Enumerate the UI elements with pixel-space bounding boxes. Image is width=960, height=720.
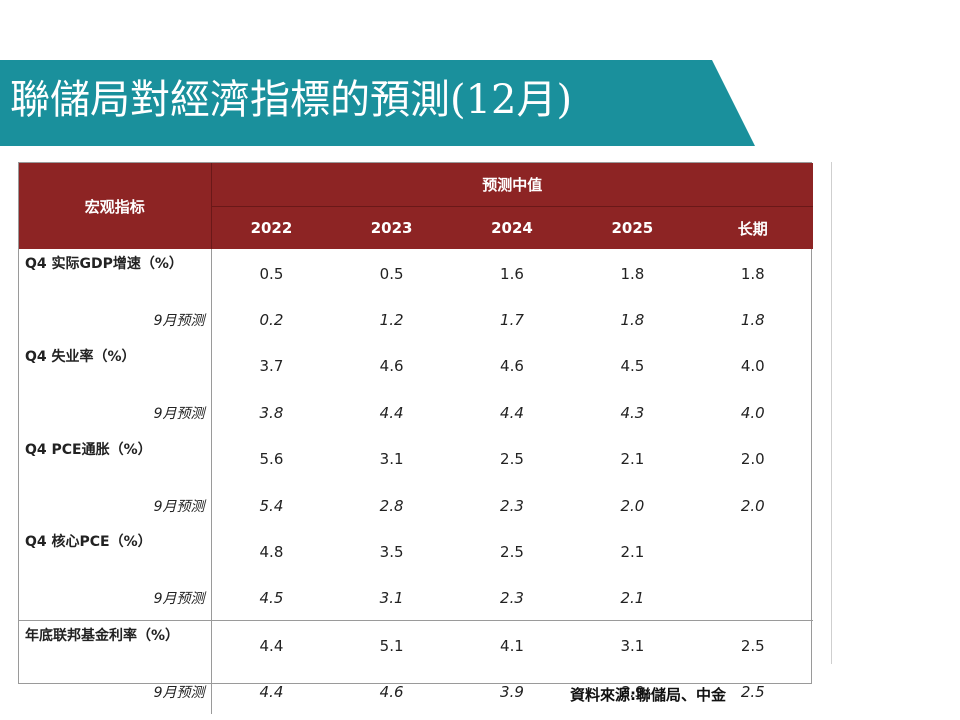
row-label: Q4 失业率（%） [19, 341, 212, 392]
header-year: 2024 [451, 206, 573, 249]
row-label: 年底联邦基金利率（%） [19, 620, 212, 671]
table-cell: 1.7 [500, 311, 524, 330]
table-cell: 2.5 [740, 683, 765, 702]
row-sublabel: 9月预测 [19, 391, 212, 435]
table-cell: 5.1 [331, 620, 452, 671]
table-cell: 2.0 [740, 496, 765, 515]
header-forecast-median: 预测中值 [211, 163, 813, 207]
table-cell: 2.0 [740, 450, 765, 469]
table-cell: 1.6 [500, 264, 524, 283]
table-cell: 2.9 [620, 683, 645, 702]
table-cell: 2.5 [500, 450, 524, 469]
table-cell: 4.4 [259, 683, 284, 702]
table-row-previous: 9月预测 4.5 3.1 2.3 2.1 [19, 576, 813, 621]
row-sublabel: 9月预测 [19, 298, 212, 342]
table-cell: 2.3 [500, 589, 524, 608]
table-cell: 4.5 [259, 589, 284, 608]
header-year: 长期 [692, 206, 813, 249]
table-cell: 1.8 [620, 311, 645, 330]
header-year: 2023 [331, 206, 452, 249]
table-cell: 4.0 [740, 357, 765, 376]
table-cell: 3.7 [259, 357, 284, 376]
table-cell: 1.2 [379, 311, 404, 330]
source-note: 資料來源:聯儲局、中金 [570, 686, 726, 704]
table-cell: 4.4 [379, 403, 404, 422]
table-cell: 2.0 [620, 496, 645, 515]
table-cell: 3.1 [379, 589, 404, 608]
table-cell: 0.2 [259, 311, 284, 330]
table-cell: 4.6 [379, 357, 404, 376]
table-cell: 2.1 [620, 543, 645, 562]
row-label: Q4 实际GDP增速（%） [19, 249, 212, 299]
row-sublabel: 9月预测 [19, 576, 212, 621]
table-cell: 2.3 [500, 496, 524, 515]
table-cell: 4.1 [451, 620, 573, 671]
forecast-table-container: 宏观指标 预测中值 2022 2023 2024 2025 长期 Q4 实际GD… [18, 162, 813, 714]
table-cell: 2.5 [500, 543, 524, 562]
table-cell: 3.1 [572, 620, 693, 671]
table-cell: 2.1 [620, 589, 645, 608]
header-year: 2022 [211, 206, 332, 249]
table-cell: 1.8 [740, 311, 765, 330]
table-cell [693, 527, 813, 576]
table-row: Q4 核心PCE（%） 4.8 3.5 2.5 2.1 [19, 527, 813, 577]
table-row: Q4 PCE通胀（%） 5.6 3.1 2.5 2.1 2.0 [19, 434, 813, 484]
table-row-previous: 9月预测 3.8 4.4 4.4 4.3 4.0 [19, 391, 813, 435]
table-cell: 3.1 [379, 450, 404, 469]
table-cell: 4.8 [259, 543, 284, 562]
table-cell: 3.9 [500, 683, 524, 702]
table-cell: 2.1 [620, 450, 645, 469]
table-cell: 4.4 [500, 403, 524, 422]
table-row: 年底联邦基金利率（%） 4.4 5.1 4.1 3.1 2.5 [19, 620, 813, 671]
table-cell: 2.8 [379, 496, 404, 515]
header-indicator: 宏观指标 [19, 163, 212, 249]
table-row: Q4 实际GDP增速（%） 0.5 0.5 1.6 1.8 1.8 [19, 249, 813, 299]
table-row-previous: 9月预测 0.2 1.2 1.7 1.8 1.8 [19, 298, 813, 342]
table-cell: 1.8 [740, 264, 765, 283]
row-sublabel: 9月预测 [19, 483, 212, 528]
row-label: Q4 核心PCE（%） [19, 527, 212, 577]
table-cell: 0.5 [379, 264, 404, 283]
row-sublabel: 9月预测 [19, 670, 212, 714]
header-year: 2025 [572, 206, 693, 249]
divider [831, 162, 832, 664]
table-cell: 4.0 [740, 403, 765, 422]
table-cell: 4.4 [211, 620, 332, 671]
table-cell [693, 577, 813, 621]
forecast-table: 宏观指标 预测中值 2022 2023 2024 2025 长期 Q4 实际GD… [19, 163, 813, 714]
table-row: Q4 失业率（%） 3.7 4.6 4.6 4.5 4.0 [19, 341, 813, 392]
table-cell: 4.6 [500, 357, 524, 376]
slide-title: 聯儲局對經濟指標的預測(12月) [10, 77, 573, 123]
title-banner: 聯儲局對經濟指標的預測(12月) [0, 60, 755, 146]
table-cell: 4.3 [620, 403, 645, 422]
table-cell: 5.4 [259, 496, 284, 515]
table-cell: 0.5 [259, 264, 284, 283]
table-cell: 5.6 [259, 450, 284, 469]
table-row-previous: 9月预测 4.4 4.6 3.9 2.9 2.5 [19, 670, 813, 714]
table-cell: 4.5 [620, 357, 645, 376]
table-row-previous: 9月预测 5.4 2.8 2.3 2.0 2.0 [19, 483, 813, 528]
table-cell: 3.8 [259, 403, 284, 422]
table-cell: 2.5 [692, 620, 813, 671]
table-cell: 1.8 [620, 264, 645, 283]
table-cell: 3.5 [379, 543, 404, 562]
row-label: Q4 PCE通胀（%） [19, 434, 212, 484]
table-cell: 4.6 [379, 683, 404, 702]
